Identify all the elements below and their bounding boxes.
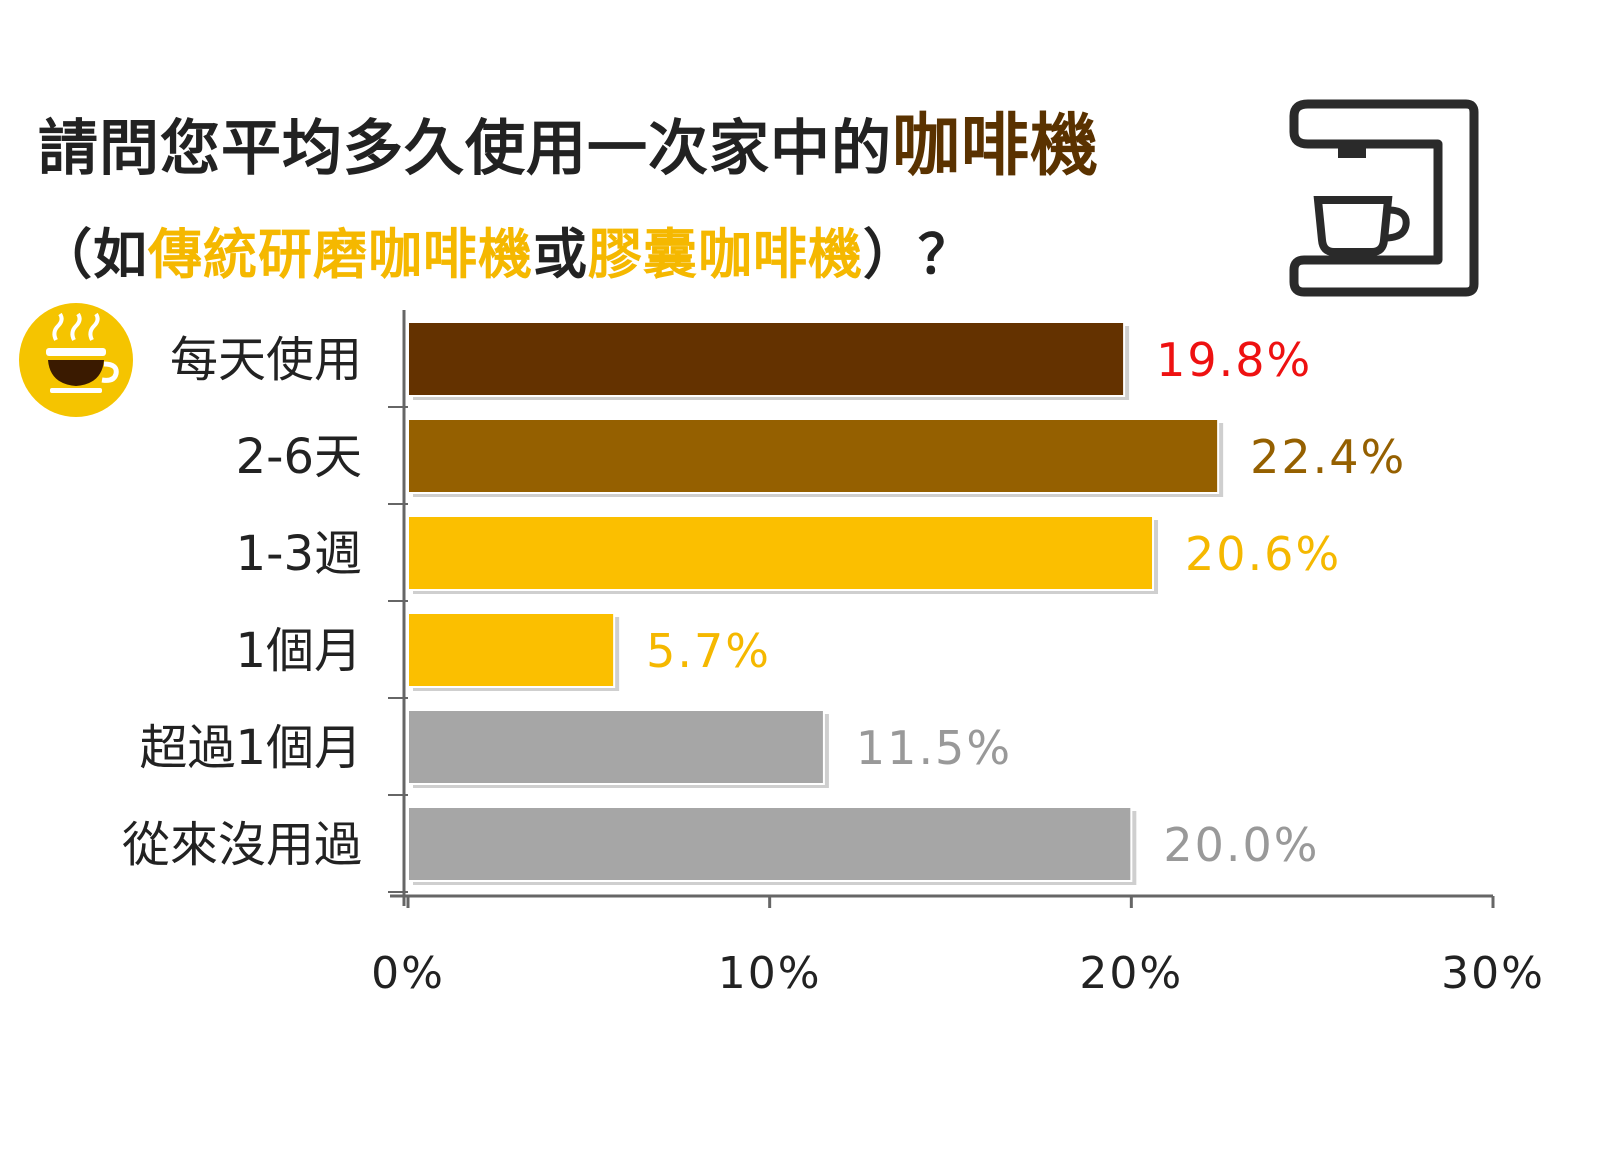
chart-title-line2: （如傳統研磨咖啡機或膠囊咖啡機）？ [38, 210, 973, 289]
title-prefix: 請問您平均多久使用一次家中的 [38, 114, 892, 184]
coffee-cup-icon [19, 303, 133, 417]
category-label: 2-6天 [236, 429, 362, 485]
title-open: （如 [38, 223, 148, 286]
title-highlight-capsule: 膠囊咖啡機 [588, 223, 863, 286]
bar-6 [407, 806, 1133, 882]
coffee-machine-icon [1289, 99, 1479, 297]
title-mid: 或 [533, 223, 588, 286]
category-label: 1-3週 [236, 526, 362, 582]
x-tick-label: 0% [371, 948, 445, 999]
value-label: 11.5% [856, 721, 1012, 775]
bar-4 [407, 612, 616, 688]
value-label: 20.0% [1163, 818, 1319, 872]
axis-layer [388, 310, 1495, 908]
bar-2 [407, 418, 1220, 494]
value-label: 19.8% [1156, 333, 1312, 387]
title-close: ）？ [863, 223, 973, 286]
bars-layer [407, 321, 1224, 885]
value-label: 20.6% [1185, 527, 1341, 581]
labels-layer: 每天使用 19.8% 2-6天 22.4% 1-3週 20.6% 1個月 5.7% 超過1個月 1… [122, 332, 1545, 999]
bar-1 [407, 321, 1126, 397]
x-tick-label: 20% [1079, 948, 1183, 999]
bar-3 [407, 515, 1155, 591]
x-tick-label: 10% [718, 948, 822, 999]
category-label: 超過1個月 [139, 720, 362, 776]
category-label: 從來沒用過 [122, 817, 362, 873]
value-label: 22.4% [1250, 430, 1406, 484]
title-highlight-grinder: 傳統研磨咖啡機 [148, 223, 533, 286]
chart-title-line1: 請問您平均多久使用一次家中的咖啡機 [38, 90, 1099, 189]
title-highlight-coffee-machine: 咖啡機 [892, 107, 1100, 186]
bar-5 [407, 709, 825, 785]
x-tick-label: 30% [1441, 948, 1545, 999]
category-label: 1個月 [235, 623, 362, 679]
category-label: 每天使用 [170, 332, 362, 388]
value-label: 5.7% [646, 624, 771, 678]
